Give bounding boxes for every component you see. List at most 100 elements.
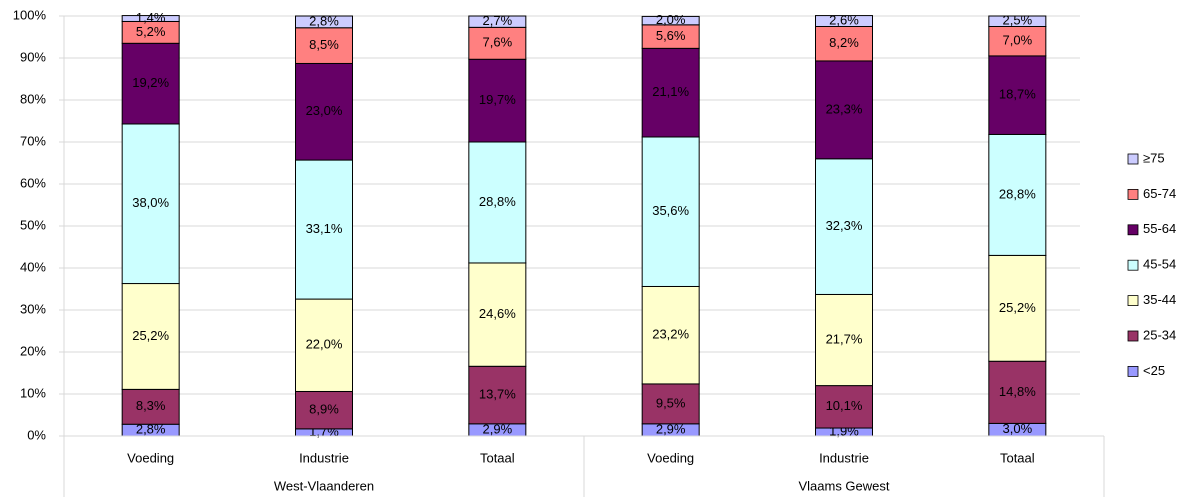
data-label: 2,9% [483, 421, 513, 436]
bar-segment [641, 15, 700, 26]
bar-segment [988, 133, 1047, 256]
y-tick-label: 80% [20, 91, 46, 106]
data-label: 2,0% [656, 12, 686, 27]
data-label: 2,5% [1003, 13, 1033, 28]
y-tick-label: 90% [20, 49, 46, 64]
data-label: 2,8% [309, 13, 339, 28]
data-label: 1,4% [136, 10, 166, 25]
data-label: 19,7% [479, 92, 516, 107]
data-label: 23,3% [826, 101, 863, 116]
legend-label: 45-54 [1143, 257, 1176, 272]
bar-segment [988, 15, 1047, 27]
bar-segment [468, 26, 527, 60]
data-label: 14,8% [999, 384, 1036, 399]
data-label: 7,0% [1003, 33, 1033, 48]
data-label: 5,6% [656, 28, 686, 43]
legend-label: <25 [1143, 363, 1165, 378]
legend-label: 55-64 [1143, 221, 1176, 236]
legend-label: 25-34 [1143, 327, 1176, 342]
data-label: 2,7% [483, 13, 513, 28]
legend-label: 35-44 [1143, 292, 1176, 307]
y-tick-label: 50% [20, 217, 46, 232]
legend-swatch [1127, 365, 1139, 377]
legend-swatch [1127, 224, 1139, 236]
bar-segment [121, 42, 180, 125]
bar-segment [121, 15, 180, 22]
x-tick-label: Totaal [480, 450, 515, 465]
data-label: 23,2% [652, 327, 689, 342]
y-tick-label: 40% [20, 259, 46, 274]
data-label: 18,7% [999, 87, 1036, 102]
bar-segment [295, 15, 353, 29]
y-tick-label: 70% [20, 133, 46, 148]
data-label: 3,0% [1003, 421, 1033, 436]
y-tick-label: 30% [20, 301, 46, 316]
data-label: 10,1% [826, 398, 863, 413]
data-label: 13,7% [479, 386, 516, 401]
bar-segment [815, 15, 873, 27]
data-label: 2,9% [656, 421, 686, 436]
data-label: 8,3% [136, 398, 166, 413]
legend-swatch [1127, 259, 1139, 271]
group-label: Vlaams Gewest [798, 478, 889, 493]
data-label: 2,6% [829, 12, 859, 27]
data-label: 28,8% [999, 186, 1036, 201]
x-tick-label: Industrie [299, 450, 349, 465]
x-tick-label: Voeding [127, 450, 174, 465]
bar-segment [295, 159, 353, 300]
data-label: 24,6% [479, 306, 516, 321]
bar-segment [641, 47, 700, 138]
y-tick-label: 100% [13, 7, 47, 22]
y-tick-label: 20% [20, 343, 46, 358]
bar-segment [121, 123, 180, 285]
data-label: 8,9% [309, 402, 339, 417]
y-tick-label: 0% [27, 427, 46, 442]
bar-segment [988, 26, 1047, 57]
bar-segment [988, 55, 1047, 135]
bar-segment [295, 27, 353, 64]
bar-segment [815, 293, 873, 387]
legend-label: ≥75 [1143, 150, 1165, 165]
data-label: 25,2% [132, 328, 169, 343]
data-label: 21,7% [826, 331, 863, 346]
bar-segment [815, 26, 873, 62]
bar-segment [295, 298, 353, 392]
bar-segment [468, 365, 527, 425]
data-label: 19,2% [132, 75, 169, 90]
bar-segment [641, 383, 700, 425]
bar-segment [295, 390, 353, 430]
x-tick-label: Industrie [819, 450, 869, 465]
data-label: 8,2% [829, 35, 859, 50]
legend-swatch [1127, 330, 1139, 342]
bar-segment [468, 58, 527, 143]
data-label: 5,2% [136, 24, 166, 39]
data-label: 33,1% [306, 221, 343, 236]
data-label: 28,8% [479, 194, 516, 209]
y-tick-label: 60% [20, 175, 46, 190]
data-label: 25,2% [999, 300, 1036, 315]
bar-segment [121, 388, 180, 425]
data-label: 38,0% [132, 195, 169, 210]
bar-segment [295, 62, 353, 161]
data-label: 8,5% [309, 37, 339, 52]
data-label: 23,0% [306, 103, 343, 118]
bar-segment [468, 262, 527, 367]
x-tick-label: Totaal [1000, 450, 1035, 465]
bar-segment [468, 141, 527, 264]
data-label: 35,6% [652, 203, 689, 218]
legend-swatch [1127, 153, 1139, 165]
legend-swatch [1127, 295, 1139, 307]
legend-label: 65-74 [1143, 186, 1176, 201]
legend-swatch [1127, 188, 1139, 200]
bar-segment [641, 136, 700, 287]
data-label: 32,3% [826, 218, 863, 233]
group-label: West-Vlaanderen [274, 478, 374, 493]
y-tick-label: 10% [20, 385, 46, 400]
data-label: 9,5% [656, 395, 686, 410]
x-tick-label: Voeding [647, 450, 694, 465]
data-label: 22,0% [306, 337, 343, 352]
data-label: 21,1% [652, 84, 689, 99]
bar-segment [815, 158, 873, 295]
data-label: 7,6% [483, 35, 513, 50]
